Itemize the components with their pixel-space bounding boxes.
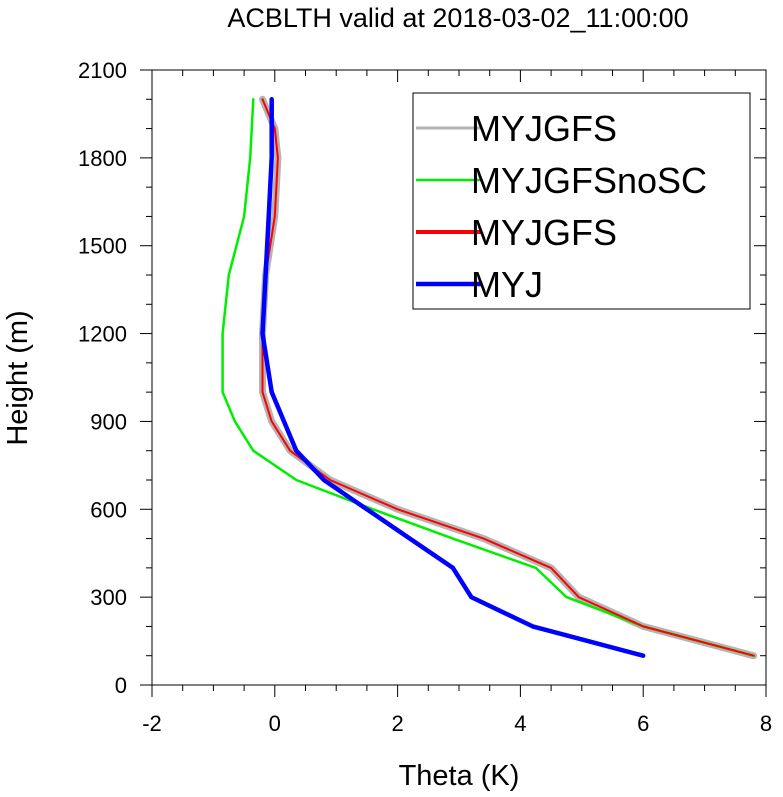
y-tick-label: 1500 (78, 234, 127, 259)
series-layer (221, 95, 758, 660)
major-ticks (140, 69, 767, 697)
y-tick-label: 1200 (78, 322, 127, 347)
y-tick-label: 900 (90, 409, 127, 434)
chart-title: ACBLTH valid at 2018-03-02_11:00:00 (227, 3, 688, 33)
x-tick-label: 8 (760, 711, 772, 736)
x-axis-title: Theta (K) (399, 760, 520, 792)
y-tick-label: 0 (115, 673, 127, 698)
legend-label: MYJGFS (471, 108, 617, 149)
y-tick-label: 300 (90, 585, 127, 610)
legend: MYJGFS MYJGFSnoSC MYJGFS MYJ (412, 92, 751, 310)
legend-label: MYJ (471, 264, 543, 305)
y-axis-title: Height (m) (2, 310, 34, 445)
minor-ticks (146, 70, 766, 691)
series-line-myjgfsnosc-1 (221, 98, 755, 657)
x-tick-label: 0 (269, 711, 281, 736)
series-line-myj-3 (260, 97, 646, 658)
y-tick-label: 2100 (78, 58, 127, 83)
series-line-myjgfs-2 (261, 98, 755, 657)
legend-label: MYJGFS (471, 212, 617, 253)
plot-frame (151, 69, 767, 686)
x-tick-label: 6 (637, 711, 649, 736)
x-tick-label: -2 (142, 711, 162, 736)
legend-label: MYJGFSnoSC (471, 160, 707, 201)
x-tick-label: 4 (514, 711, 526, 736)
tick-labels: -2 0 2 4 6 8 0 300 600 900 1200 1500 1800 2100 (78, 58, 772, 736)
x-tick-label: 2 (391, 711, 403, 736)
y-tick-label: 1800 (78, 146, 127, 171)
y-tick-label: 600 (90, 497, 127, 522)
